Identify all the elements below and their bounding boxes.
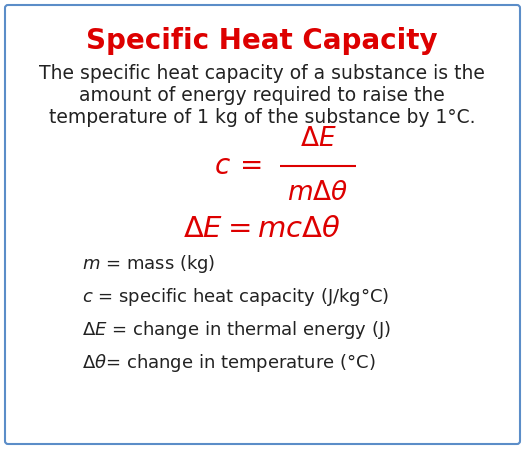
Text: temperature of 1 kg of the substance by 1°C.: temperature of 1 kg of the substance by … (49, 108, 475, 127)
Text: $c\,=$: $c\,=$ (214, 152, 262, 180)
Text: amount of energy required to raise the: amount of energy required to raise the (79, 86, 445, 105)
Text: The specific heat capacity of a substance is the: The specific heat capacity of a substanc… (39, 64, 485, 83)
Text: $\Delta E$ = change in thermal energy (J): $\Delta E$ = change in thermal energy (J… (82, 319, 391, 341)
FancyBboxPatch shape (5, 5, 520, 444)
Text: $c$ = specific heat capacity (J/kg°C): $c$ = specific heat capacity (J/kg°C) (82, 286, 390, 308)
Text: $\Delta E = mc\Delta\theta$: $\Delta E = mc\Delta\theta$ (183, 215, 341, 243)
Text: $m$ = mass (kg): $m$ = mass (kg) (82, 253, 215, 275)
Text: Specific Heat Capacity: Specific Heat Capacity (86, 27, 438, 55)
Text: $\Delta E$: $\Delta E$ (300, 126, 337, 152)
Text: $\Delta\theta$= change in temperature (°C): $\Delta\theta$= change in temperature (°… (82, 352, 375, 374)
Text: $m\Delta\theta$: $m\Delta\theta$ (287, 180, 349, 206)
